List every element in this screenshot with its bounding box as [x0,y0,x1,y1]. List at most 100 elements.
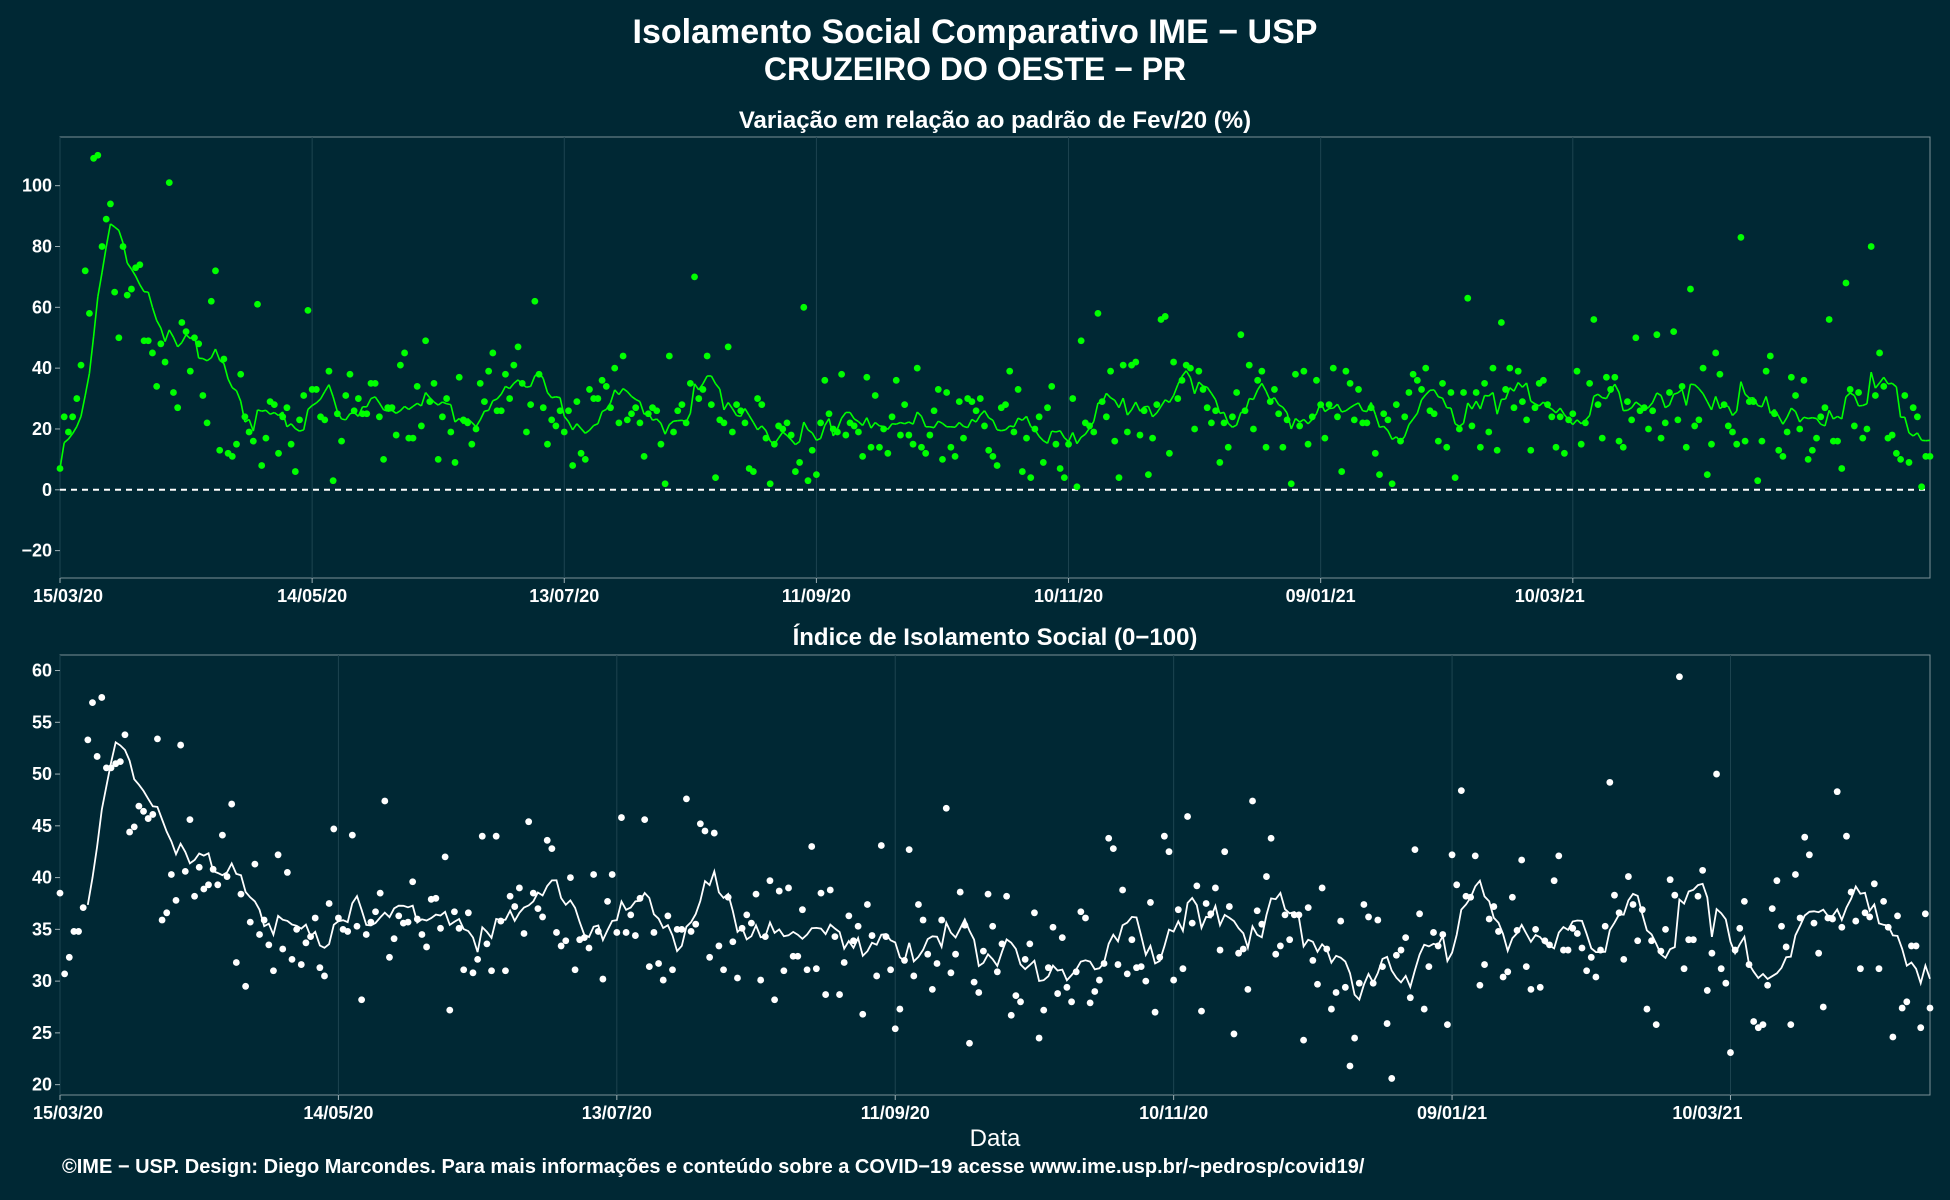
trend-line-segment [1815,418,1822,425]
trend-line-segment [324,384,330,393]
trend-line-segment [1185,370,1192,379]
trend-line-segment [849,412,855,420]
data-point [1253,907,1261,915]
data-point [594,928,602,935]
data-point [1212,407,1220,415]
trend-line-segment [1807,416,1813,420]
data-point [1098,398,1106,405]
data-point [441,853,449,861]
data-point [144,815,152,822]
data-point [1531,404,1539,412]
trend-line-segment [693,383,700,391]
trend-line-segment [155,319,162,329]
data-point [888,413,896,421]
data-point [838,370,846,378]
data-point [1546,941,1553,949]
data-point [1819,1003,1827,1011]
data-point [1727,1049,1734,1056]
data-point [1782,943,1790,951]
data-point [468,440,476,448]
data-point [1550,877,1558,885]
data-point [1912,942,1920,950]
data-point [1773,877,1781,885]
trend-line-segment [689,383,696,414]
trend-line-segment [71,426,78,434]
data-point [799,906,806,914]
data-point [1149,434,1156,442]
data-point [1722,979,1730,987]
data-point [1892,449,1900,457]
data-point [136,261,144,269]
data-point [1039,459,1047,466]
data-point [1708,440,1715,448]
trend-line-segment [244,418,250,423]
data-point [1338,468,1346,475]
data-point [489,349,497,357]
data-point [1792,392,1799,399]
data-point [1796,914,1804,922]
data-point [752,890,760,898]
data-point [1187,364,1194,372]
trend-line-segment [1475,400,1482,410]
data-point [1221,848,1229,856]
data-point [1317,401,1325,409]
data-point [854,922,862,930]
panel-title: Variação em relação ao padrão de Fev/20 … [739,107,1251,134]
data-point [1052,440,1060,448]
trend-line-segment [1181,370,1187,377]
data-point [785,884,792,892]
data-point [1405,389,1413,396]
data-point [1337,917,1345,925]
data-point [840,959,848,966]
trend-line-segment [172,336,179,348]
data-point [1884,923,1892,931]
data-point [1556,413,1564,421]
data-point [1573,930,1581,937]
data-point [79,904,87,912]
trend-line-segment [1227,422,1233,428]
data-point [1142,977,1150,985]
data-point [348,831,356,839]
trend-line-segment [1261,382,1267,392]
data-point [1272,950,1280,958]
trend-line-segment [710,375,717,385]
x-tick-label: 14/05/20 [303,1103,373,1123]
data-point [984,890,992,898]
data-point [1913,413,1921,421]
trend-line-segment [454,417,460,423]
data-point [191,892,198,900]
data-point [1448,851,1456,859]
trend-line-segment [1509,387,1515,392]
data-point [737,407,745,415]
data-point [655,960,662,967]
data-point [729,938,737,946]
trend-line-segment [118,230,124,244]
trend-line-segment [1635,401,1641,406]
data-point [1367,404,1375,412]
trend-line-segment [1883,376,1889,385]
trend-line-segment [895,421,901,425]
data-point [905,846,913,854]
data-point [395,912,403,920]
data-point [1624,398,1631,405]
trend-line-segment [861,417,868,426]
trend-line-segment [1794,411,1801,423]
trend-line-segment [1710,396,1717,411]
data-point [375,413,383,421]
trend-line-segment [332,396,339,412]
data-point [581,455,589,463]
data-point [367,918,375,926]
data-point [1687,285,1694,293]
trend-line-segment [853,418,859,423]
trend-line-segment [492,398,498,402]
trend-line-segment [836,417,843,430]
data-point [312,386,320,393]
trend-line-segment [1013,417,1019,428]
data-point [1833,788,1841,796]
trend-line-segment [714,383,721,390]
data-point [77,361,85,369]
trend-line-segment [609,389,616,404]
data-point [618,814,625,821]
data-point [535,370,543,378]
data-point [876,443,883,451]
